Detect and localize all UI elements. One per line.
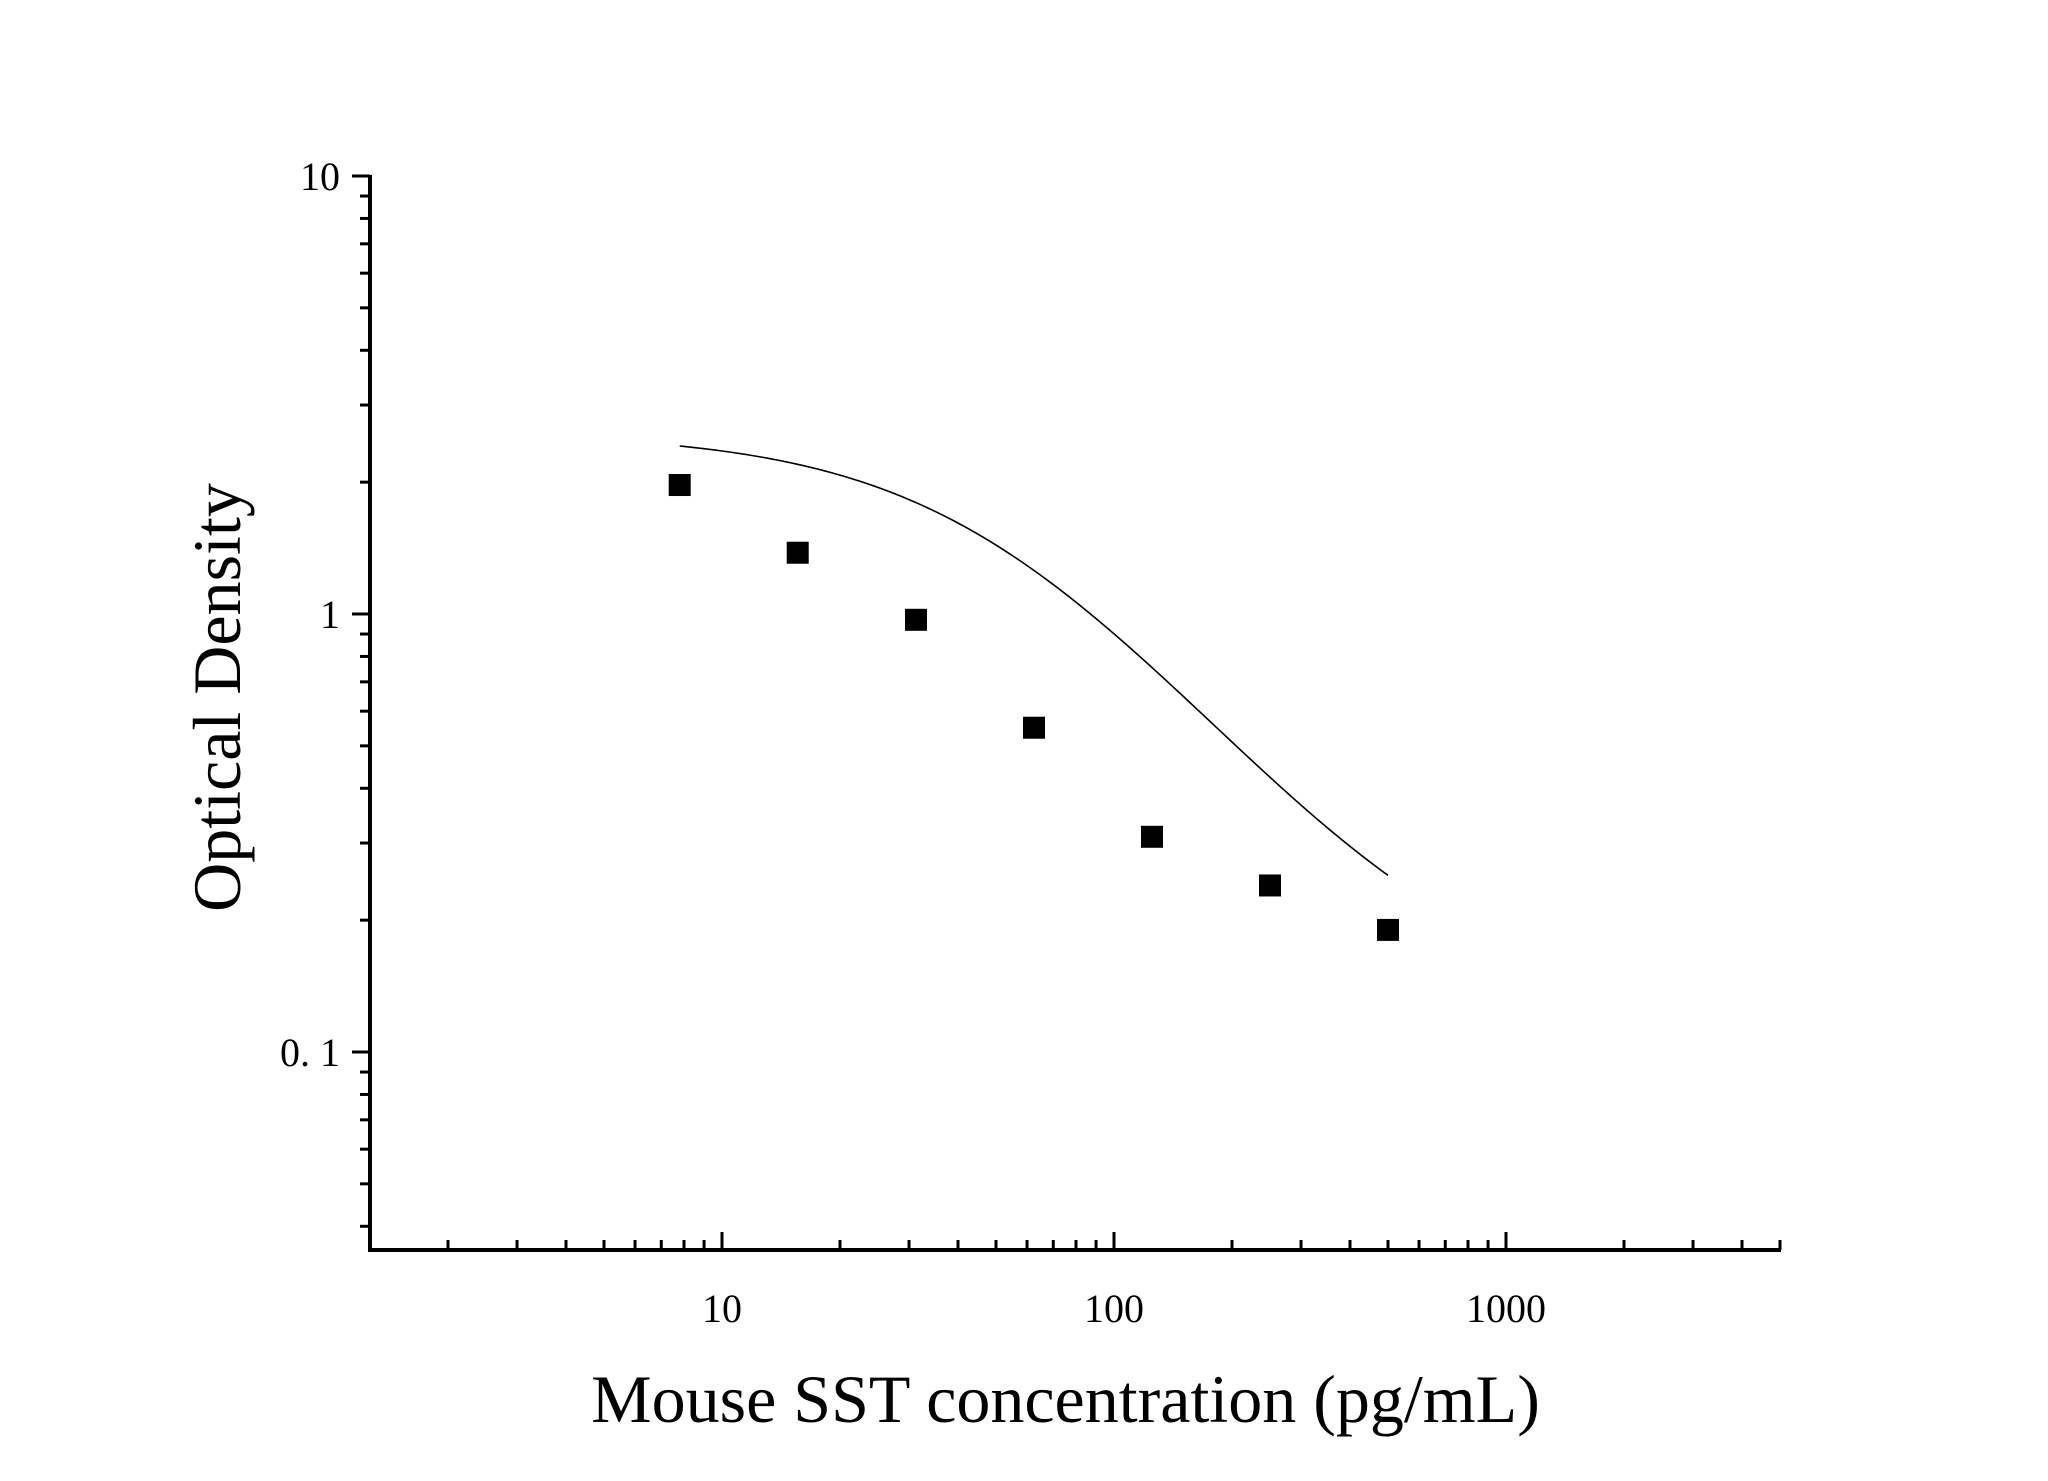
data-point xyxy=(904,608,927,631)
axis-ticks xyxy=(352,174,1782,1250)
y-axis-title: Optical Density xyxy=(179,483,255,912)
x-axis-title: Mouse SST concentration (pg/mL) xyxy=(591,1361,1540,1437)
y-tick-label: 0. 1 xyxy=(280,1030,340,1075)
x-tick-label: 100 xyxy=(1084,1286,1144,1331)
axes xyxy=(368,175,1781,1252)
axis-tick-labels: 10 100 1000 0. 1 1 10 xyxy=(280,154,1546,1331)
data-point xyxy=(1258,874,1281,897)
data-point xyxy=(1376,918,1399,941)
data-point xyxy=(668,474,691,497)
y-tick-label: 1 xyxy=(320,592,340,637)
x-tick-label: 1000 xyxy=(1466,1286,1546,1331)
data-point xyxy=(786,541,809,564)
data-points xyxy=(668,474,1399,941)
data-point xyxy=(1140,825,1163,848)
x-tick-label: 10 xyxy=(702,1286,742,1331)
data-point xyxy=(1022,716,1045,739)
fit-curve xyxy=(679,445,1389,876)
y-tick-label: 10 xyxy=(300,154,340,199)
